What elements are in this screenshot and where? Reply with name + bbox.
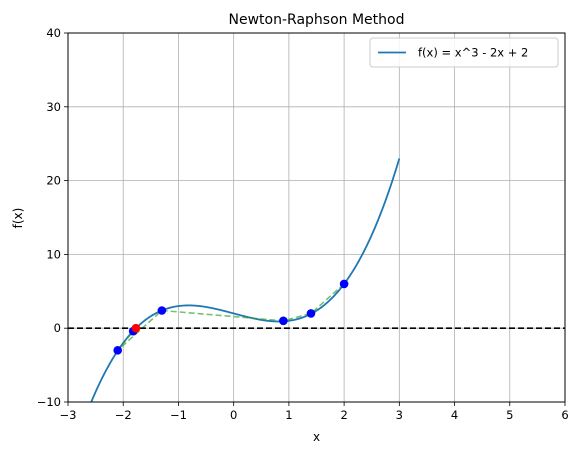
- iterate-point: [279, 316, 288, 326]
- x-tick-label: 1: [285, 408, 292, 422]
- y-tick-label: 10: [46, 247, 61, 261]
- y-tick-label: 0: [54, 321, 61, 335]
- x-tick-label: −2: [115, 408, 132, 422]
- y-axis-label: f(x): [11, 208, 25, 229]
- x-tick-label: 3: [396, 408, 403, 422]
- y-tick-label: 30: [46, 100, 61, 114]
- iterate-point: [339, 279, 349, 289]
- x-tick-label: −1: [170, 408, 187, 422]
- iterate-point: [157, 306, 167, 315]
- y-tick-label: 20: [46, 174, 61, 188]
- x-axis-label: x: [313, 430, 320, 444]
- chart-title: Newton-Raphson Method: [229, 12, 405, 28]
- x-tick-label: 4: [451, 408, 458, 422]
- x-tick-label: 2: [340, 408, 347, 422]
- iterate-point: [113, 346, 122, 355]
- x-tick-label: 5: [506, 408, 513, 422]
- root-point: [131, 323, 141, 333]
- legend-box: [369, 37, 559, 68]
- y-tick-label: 40: [46, 26, 61, 40]
- x-tick-label: 6: [561, 408, 568, 422]
- x-tick-label: 0: [230, 408, 237, 422]
- legend-entry: f(x) = x^3 - 2x + 2: [418, 46, 528, 60]
- plot-area: [68, 158, 565, 402]
- x-tick-label: −3: [60, 408, 77, 422]
- iterate-point: [306, 309, 316, 318]
- y-tick-label: −10: [37, 395, 61, 409]
- plot-frame: [67, 32, 566, 403]
- legend: f(x) = x^3 - 2x + 2: [369, 37, 559, 68]
